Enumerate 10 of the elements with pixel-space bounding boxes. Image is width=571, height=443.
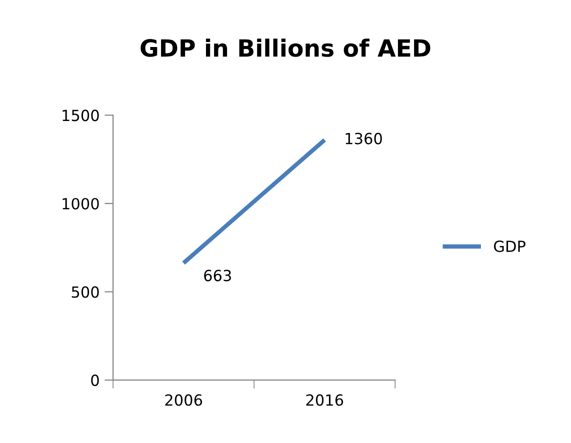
chart-title: GDP in Billions of AED bbox=[140, 38, 430, 57]
data-label: 1360 bbox=[346, 132, 382, 144]
y-tick-label: 1000 bbox=[62, 198, 99, 210]
y-tick-label: 1500 bbox=[62, 110, 99, 122]
legend-label: GDP bbox=[494, 240, 526, 252]
y-tick-label: 500 bbox=[72, 286, 99, 298]
data-label: 663 bbox=[204, 270, 231, 282]
x-tick-label: 2016 bbox=[306, 394, 344, 406]
y-tick-label: 0 bbox=[91, 374, 99, 386]
x-tick-label: 2006 bbox=[165, 394, 202, 406]
